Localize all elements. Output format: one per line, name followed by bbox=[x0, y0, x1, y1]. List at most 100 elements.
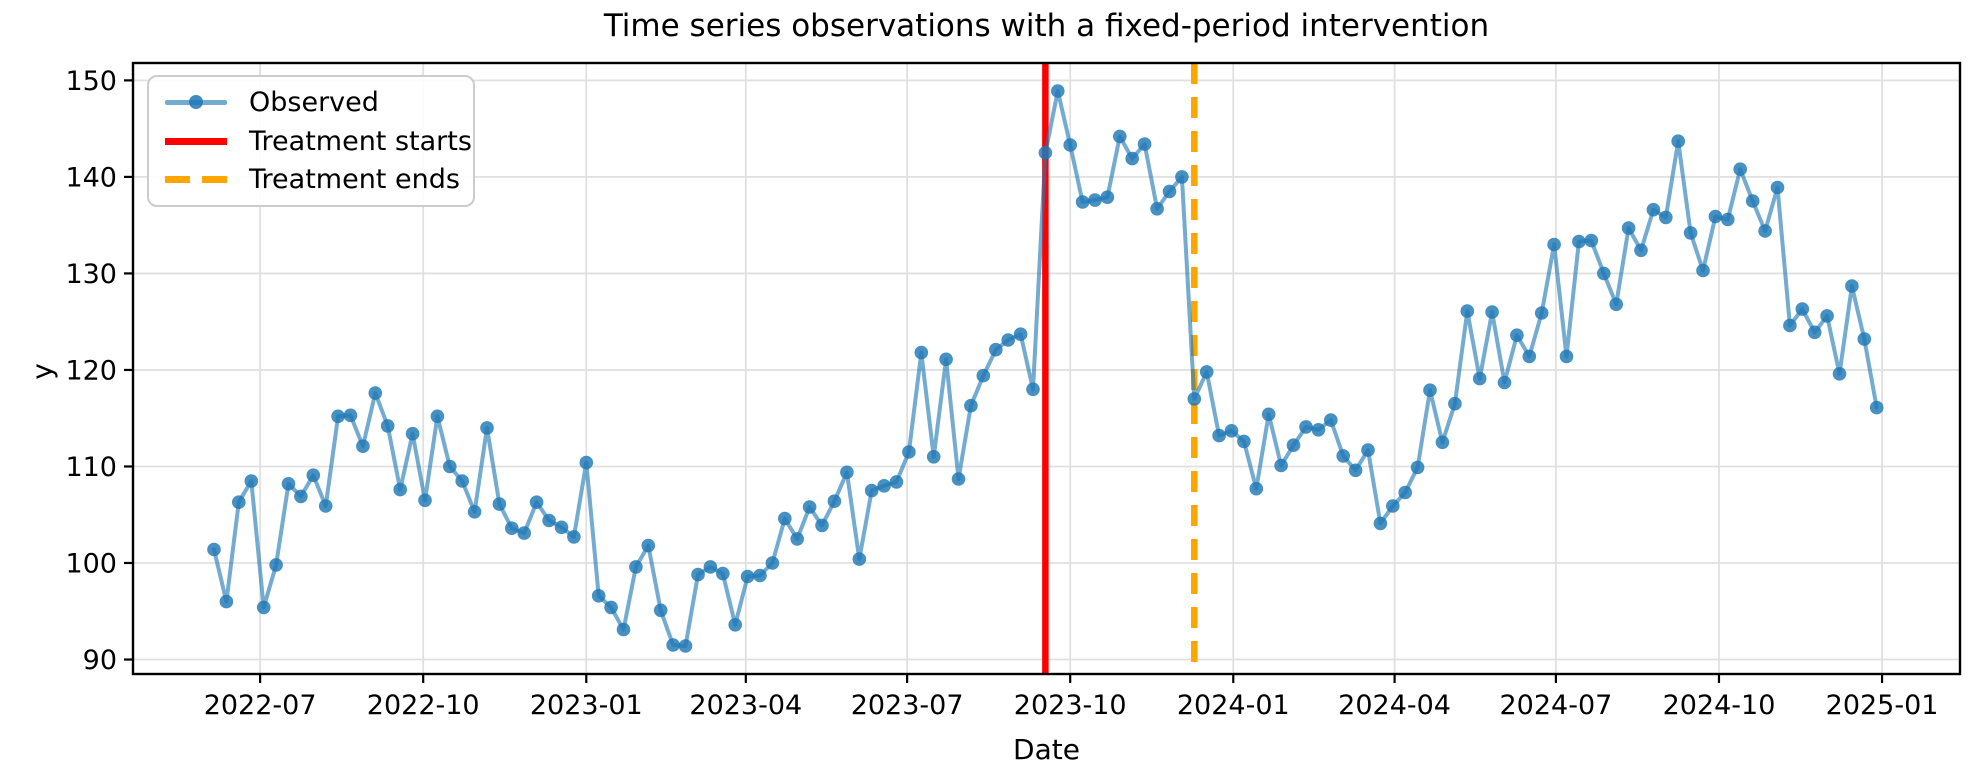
data-point bbox=[1063, 138, 1077, 152]
data-point bbox=[1311, 423, 1326, 437]
data-point bbox=[1398, 485, 1412, 500]
data-point bbox=[1212, 428, 1226, 443]
data-point bbox=[356, 439, 370, 454]
data-point bbox=[753, 568, 767, 583]
data-point bbox=[1336, 449, 1350, 463]
data-point bbox=[703, 560, 718, 574]
data-point bbox=[1038, 146, 1053, 160]
treatment-ends-swatch bbox=[165, 176, 227, 184]
chart-title: Time series observations with a fixed-pe… bbox=[603, 8, 1490, 44]
data-point bbox=[1162, 184, 1177, 199]
data-point bbox=[1125, 151, 1139, 166]
data-point bbox=[430, 409, 445, 424]
data-point bbox=[1199, 365, 1214, 379]
data-point bbox=[1410, 460, 1425, 475]
data-point bbox=[1708, 209, 1723, 224]
data-point bbox=[616, 622, 631, 637]
data-point bbox=[492, 497, 507, 511]
data-point bbox=[1522, 349, 1537, 364]
data-point bbox=[1113, 129, 1127, 144]
data-point bbox=[926, 450, 941, 464]
data-point bbox=[207, 542, 221, 557]
data-point bbox=[1448, 396, 1462, 411]
data-point bbox=[554, 520, 569, 535]
data-point bbox=[1013, 327, 1028, 342]
data-point bbox=[1584, 233, 1599, 248]
data-point bbox=[802, 500, 817, 514]
data-point bbox=[1485, 305, 1499, 319]
y-tick-label: 90 bbox=[83, 645, 117, 676]
data-point bbox=[1534, 306, 1549, 320]
data-point bbox=[219, 594, 234, 609]
data-point bbox=[1175, 170, 1189, 184]
data-point bbox=[281, 477, 296, 491]
data-point bbox=[1472, 371, 1487, 386]
data-point bbox=[1659, 210, 1673, 225]
data-point bbox=[1795, 302, 1810, 316]
legend-label-treatment-ends: Treatment ends bbox=[249, 164, 460, 196]
data-point bbox=[691, 567, 705, 582]
data-point bbox=[393, 482, 408, 497]
data-point bbox=[1435, 435, 1450, 450]
x-tick-label: 2023-10 bbox=[1014, 690, 1127, 721]
x-tick-label: 2024-10 bbox=[1663, 690, 1776, 721]
data-point bbox=[467, 505, 482, 519]
data-point bbox=[1758, 224, 1772, 238]
data-point bbox=[1150, 202, 1164, 216]
data-point bbox=[1460, 304, 1475, 318]
x-tick-label: 2024-07 bbox=[1499, 690, 1612, 721]
data-point bbox=[256, 600, 271, 615]
data-point bbox=[529, 495, 544, 510]
data-point bbox=[1361, 443, 1375, 457]
data-point bbox=[914, 345, 929, 360]
data-point bbox=[455, 474, 470, 488]
data-point bbox=[889, 475, 904, 489]
data-point bbox=[1224, 424, 1239, 438]
data-point bbox=[728, 618, 742, 632]
data-point bbox=[1832, 367, 1847, 381]
data-point bbox=[1783, 318, 1797, 333]
y-tick-label: 100 bbox=[65, 548, 117, 579]
y-tick-label: 120 bbox=[65, 355, 117, 386]
data-point bbox=[1559, 349, 1574, 364]
y-tick-label: 110 bbox=[65, 452, 117, 483]
data-point bbox=[1609, 297, 1623, 312]
x-tick-label: 2022-10 bbox=[367, 690, 480, 721]
data-point bbox=[1237, 434, 1251, 449]
data-point bbox=[331, 409, 345, 424]
data-point bbox=[542, 513, 556, 528]
observed-series bbox=[207, 84, 1884, 653]
data-point bbox=[1857, 332, 1872, 346]
data-point bbox=[244, 474, 259, 488]
data-point bbox=[815, 518, 829, 533]
data-point bbox=[951, 472, 966, 486]
y-axis-label: y bbox=[25, 363, 59, 380]
data-point bbox=[1721, 212, 1735, 227]
dashed-line-icon bbox=[165, 176, 227, 184]
data-point bbox=[405, 426, 420, 441]
data-point bbox=[1820, 309, 1834, 323]
data-point bbox=[1671, 134, 1685, 148]
data-point bbox=[1547, 237, 1561, 252]
legend: Observed Treatment starts Treatment ends bbox=[147, 75, 475, 207]
data-point bbox=[1324, 413, 1338, 427]
data-point bbox=[418, 493, 432, 508]
data-point bbox=[976, 368, 991, 383]
data-point bbox=[864, 483, 879, 498]
data-point bbox=[877, 479, 891, 493]
data-point bbox=[591, 589, 606, 603]
axes-frame bbox=[131, 61, 1962, 676]
data-point bbox=[852, 552, 867, 566]
data-point bbox=[1100, 190, 1115, 204]
data-point bbox=[1348, 463, 1363, 478]
data-point bbox=[443, 459, 457, 474]
data-point bbox=[678, 639, 693, 653]
legend-label-observed: Observed bbox=[249, 86, 379, 118]
data-point bbox=[269, 558, 283, 572]
data-point bbox=[716, 566, 730, 581]
data-point bbox=[1869, 400, 1884, 415]
data-point bbox=[579, 455, 594, 470]
data-point bbox=[1634, 243, 1648, 258]
observed-line-swatch bbox=[165, 95, 227, 110]
data-point bbox=[1745, 194, 1760, 208]
